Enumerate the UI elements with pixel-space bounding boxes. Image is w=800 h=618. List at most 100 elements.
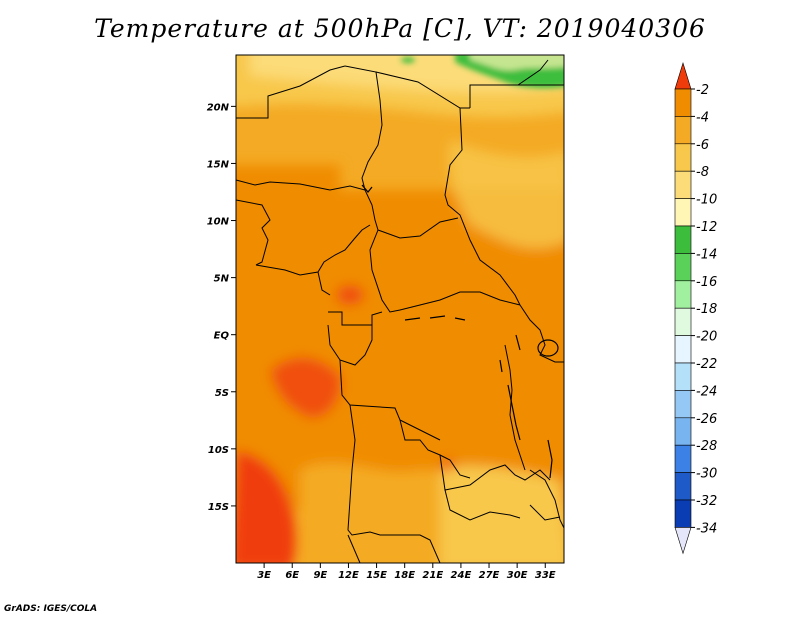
x-tick-label: 27E [479, 570, 500, 581]
lake-tanganyika [507, 384, 521, 441]
lake-victoria [537, 339, 559, 357]
colorbar-label: -14 [696, 247, 717, 262]
border-line [347, 534, 441, 563]
colorbar-box [674, 198, 692, 227]
grads-credit: GrADS: IGES/COLA [4, 604, 98, 614]
lake-kivu [499, 359, 503, 373]
y-axis: 20N 15N 10N 5N EQ 5S 10S 15S [207, 102, 236, 513]
border-line [347, 404, 381, 536]
lakes [361, 184, 559, 479]
border-line [369, 229, 521, 313]
colorbar-label: -10 [696, 193, 717, 208]
y-tick-label: 10S [208, 445, 229, 456]
x-tick-label: 21E [422, 570, 443, 581]
contour-fill-light-southeast [440, 465, 564, 563]
colorbar-box [674, 335, 692, 364]
x-tick-label: 18E [394, 570, 415, 581]
colorbar-box [674, 116, 692, 145]
colorbar-label: -8 [696, 165, 709, 180]
border-line [344, 65, 383, 191]
contour-fill-light-south [300, 462, 470, 563]
border-line [517, 59, 549, 86]
colorbar-label: -16 [696, 275, 717, 290]
border-line [444, 489, 521, 521]
y-tick-label: 15S [208, 502, 229, 513]
y-tick-label: 20N [207, 102, 230, 113]
colorbar-box [674, 362, 692, 391]
x-tick-label: 15E [366, 570, 387, 581]
colorbar-over-triangle [674, 61, 692, 90]
colorbar-box [674, 472, 692, 501]
colorbar: -2 -4 -6 -8 -10 -12 -14 -16 -18 -20 -22 -24 -26 -28 -3… [674, 61, 717, 555]
x-tick-label: 3E [257, 570, 271, 581]
y-tick-label: 10N [207, 217, 230, 228]
border-line [519, 304, 564, 363]
contour-fill-red-zambia [442, 459, 454, 471]
colorbar-label: -4 [696, 110, 709, 125]
lake-albert [515, 334, 521, 351]
contour-fill-red-angola-coast [270, 357, 341, 419]
contour-fill-light-east [448, 140, 564, 249]
colorbar-label: -20 [696, 330, 717, 345]
colorbar-label: -18 [696, 302, 717, 317]
border-line [236, 179, 379, 231]
colorbar-box [674, 280, 692, 309]
border-line [504, 344, 526, 471]
x-tick-label: 12E [338, 570, 359, 581]
border-line [529, 469, 564, 529]
colorbar-box [674, 170, 692, 199]
x-tick-label: 24E [451, 570, 472, 581]
border-line [529, 504, 561, 521]
colorbar-box [674, 253, 692, 282]
contour-fill-orange-west [236, 165, 340, 315]
colorbar-label: -30 [696, 467, 717, 482]
colorbar-label: -2 [696, 83, 709, 98]
x-tick-label: 30E [507, 570, 528, 581]
colorbar-box [674, 225, 692, 254]
border-line [255, 224, 371, 276]
contour-fill-pale-northeast [470, 55, 564, 71]
river-congo [404, 315, 466, 321]
colorbar-box [674, 390, 692, 419]
x-tick-label: 33E [535, 570, 556, 581]
lake-chad [361, 184, 373, 193]
colorbar-label: -32 [696, 494, 717, 509]
y-tick-label: 5N [214, 274, 230, 285]
border-line [399, 419, 441, 441]
x-axis: 3E 6E 9E 12E 15E 18E 21E 24E 27E 30E 33E [257, 563, 556, 581]
colorbar-box [674, 499, 692, 528]
lake-malawi [547, 439, 553, 479]
border-line [339, 359, 471, 479]
colorbar-box [674, 307, 692, 336]
colorbar-label: -22 [696, 357, 717, 372]
colorbar-label: -24 [696, 384, 717, 399]
colorbar-label: -26 [696, 412, 717, 427]
border-line [377, 217, 459, 239]
contour-fill-red-cameroon [336, 285, 364, 305]
contour-fill-red-southwest [236, 450, 298, 563]
map-frame [235, 54, 565, 564]
country-borders [236, 59, 564, 563]
chart-title: Temperature at 500hPa [C], VT: 201904030… [94, 14, 706, 43]
colorbar-label: -34 [696, 521, 717, 536]
y-tick-label: EQ [214, 331, 230, 342]
border-line [317, 271, 331, 296]
border-line [327, 324, 373, 366]
x-tick-label: 6E [285, 570, 299, 581]
colorbar-box [674, 444, 692, 473]
border-line [328, 311, 383, 326]
border-line [444, 107, 521, 306]
border-line [469, 84, 564, 108]
border-line [236, 199, 271, 266]
colorbar-label: -28 [696, 439, 717, 454]
x-tick-label: 9E [313, 570, 327, 581]
colorbar-box [674, 417, 692, 446]
colorbar-under-triangle [674, 527, 692, 555]
colorbar-label: -6 [696, 138, 709, 153]
temperature-field [236, 55, 564, 563]
contour-fill-green-spot [401, 57, 415, 63]
y-tick-label: 15N [207, 159, 230, 170]
y-tick-label: 5S [215, 388, 229, 399]
colorbar-box [674, 88, 692, 117]
